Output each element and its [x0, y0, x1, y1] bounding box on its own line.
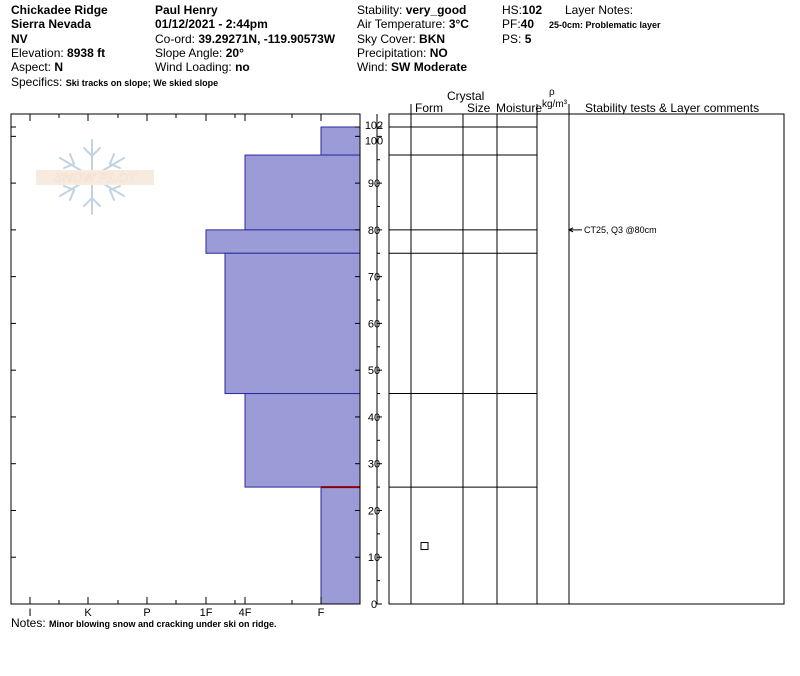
observation-datetime: 01/12/2021 - 2:44pm — [155, 17, 268, 31]
depth-label-80: 80 — [368, 225, 380, 237]
wind-loading-value: no — [235, 60, 250, 74]
form-header: Form — [415, 101, 443, 115]
notes-label: Notes: — [11, 616, 46, 630]
hs-label: HS: — [502, 3, 523, 17]
crystal-header: Crystal — [447, 89, 485, 103]
coordinates: Co-ord: 39.29271N, -119.90573W — [155, 32, 335, 46]
sky-cover-label: Sky Cover: — [357, 32, 416, 46]
layer-table-frame — [388, 113, 785, 605]
hardness-label-i: I — [28, 607, 31, 619]
hardness-label-1f: 1F — [200, 607, 213, 619]
depth-label-50: 50 — [368, 365, 380, 377]
precipitation-label: Precipitation: — [357, 46, 427, 60]
moisture-header: Moisture — [496, 101, 543, 115]
depth-label-10: 10 — [368, 552, 380, 564]
depth-label-40: 40 — [368, 412, 380, 424]
logo-text: SNOW PILOT — [54, 170, 137, 185]
depth-label-60: 60 — [368, 318, 380, 330]
layer-notes-label: Layer Notes: — [565, 3, 634, 17]
size-header: Size — [467, 101, 491, 115]
hardness-layer-1 — [320, 126, 361, 156]
slope-angle: Slope Angle: 20° — [155, 46, 244, 60]
aspect: Aspect: N — [11, 60, 63, 74]
notes-value: Minor blowing snow and cracking under sk… — [49, 619, 277, 629]
location-name: Chickadee Ridge — [11, 3, 108, 17]
elevation-value: 8938 ft — [67, 46, 106, 60]
specifics-value: Ski tracks on slope; We skied slope — [65, 78, 219, 88]
mountain-range: Sierra Nevada — [11, 17, 92, 31]
depth-label-20: 20 — [368, 505, 380, 517]
stability-label: Stability: — [357, 3, 403, 17]
grain-form-marker — [420, 542, 429, 551]
coordinates-value: 39.29271N, -119.90573W — [198, 32, 336, 46]
wind-loading-label: Wind Loading: — [155, 60, 232, 74]
stability-test-text: CT25, Q3 @80cm — [584, 225, 657, 235]
wind-label: Wind: — [357, 60, 388, 74]
ps-value: 5 — [524, 32, 532, 46]
hardness-layer-6 — [320, 486, 361, 605]
aspect-value: N — [54, 60, 64, 74]
aspect-label: Aspect: — [11, 60, 52, 74]
depth-label-102: 102 — [365, 120, 383, 132]
wind: Wind: SW Moderate — [357, 60, 467, 74]
state: NV — [11, 32, 28, 46]
sky-cover: Sky Cover: BKN — [357, 32, 445, 46]
snowpilot-logo: SNOW PILOT — [36, 139, 154, 215]
depth-label-100: 100 — [365, 135, 383, 147]
hardness-label-k: K — [84, 607, 92, 619]
specifics: Specifics: Ski tracks on slope; We skied… — [11, 75, 218, 90]
wind-loading: Wind Loading: no — [155, 60, 250, 74]
slope-angle-label: Slope Angle: — [155, 46, 223, 60]
pf-label: PF: — [502, 17, 521, 31]
total-snow-height: HS:102 — [502, 3, 542, 17]
hardness-label-f: F — [318, 607, 325, 619]
precipitation-value: NO — [429, 46, 448, 60]
ps-label: PS: — [502, 32, 522, 46]
sky-cover-value: BKN — [419, 32, 446, 46]
slope-angle-value: 20° — [225, 46, 244, 60]
air-temperature-label: Air Temperature: — [357, 17, 446, 31]
hardness-layer-4 — [224, 252, 361, 395]
stability-test-arrowhead — [567, 227, 574, 233]
specifics-label: Specifics: — [11, 75, 63, 89]
depth-label-70: 70 — [368, 272, 380, 284]
observer: Paul Henry — [155, 3, 218, 17]
density-unit: kg/m³ — [542, 99, 567, 110]
density-symbol: ρ — [549, 87, 555, 98]
coordinates-label: Co-ord: — [155, 32, 196, 46]
comments-header: Stability tests & Layer comments — [585, 101, 760, 115]
notes: Notes: Minor blowing snow and cracking u… — [11, 616, 277, 631]
elevation-label: Elevation: — [11, 46, 64, 60]
depth-label-0: 0 — [371, 599, 377, 611]
hardness-label-p: P — [143, 607, 150, 619]
depth-label-90: 90 — [368, 178, 380, 190]
air-temperature: Air Temperature: 3°C — [357, 17, 469, 31]
hardness-layer-5 — [244, 393, 361, 488]
layer-notes-value: 25-0cm: Problematic layer — [549, 20, 661, 30]
hardness-label-4f: 4F — [239, 607, 252, 619]
foot-penetration: PF:40 — [502, 17, 534, 31]
stability: Stability: very_good — [357, 3, 466, 17]
hardness-plot-frame — [10, 113, 361, 605]
hardness-layer-3 — [205, 229, 361, 254]
logo-band — [36, 170, 154, 185]
elevation: Elevation: 8938 ft — [11, 46, 105, 60]
precipitation: Precipitation: NO — [357, 46, 448, 60]
wind-value: SW Moderate — [391, 60, 468, 74]
depth-label-30: 30 — [368, 459, 380, 471]
air-temperature-value: 3°C — [448, 17, 469, 31]
stability-value: very_good — [405, 3, 467, 17]
ski-penetration: PS: 5 — [502, 32, 531, 46]
hs-value: 102 — [522, 3, 543, 17]
pf-value: 40 — [520, 17, 535, 31]
hardness-layer-2 — [244, 154, 361, 231]
